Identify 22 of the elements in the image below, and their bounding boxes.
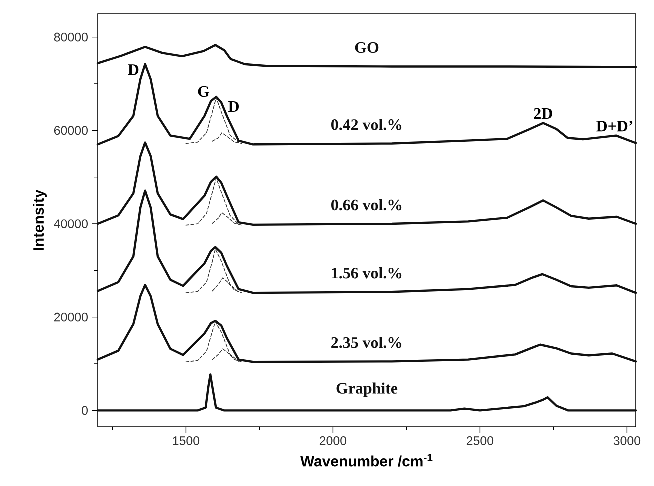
x-tick-label: 1500 xyxy=(173,436,200,446)
y-tick-label: 0 xyxy=(82,406,88,416)
annotation: 2D xyxy=(534,108,552,119)
series-label: 2.35 vol.% xyxy=(332,336,402,348)
series-label: 0.66 vol.% xyxy=(332,199,402,211)
series-label: 0.42 vol.% xyxy=(332,119,402,130)
y-tick-label: 40000 xyxy=(54,220,88,228)
series-label: GO xyxy=(355,42,379,54)
x-tick-label: 2000 xyxy=(320,436,347,446)
y-axis-title: Intensity xyxy=(33,190,47,250)
x-tick-label: 2500 xyxy=(466,436,494,446)
series-label: Graphite xyxy=(336,382,398,398)
annotation: D xyxy=(128,64,139,76)
x-tick-label: 3000 xyxy=(614,436,641,446)
annotation: D+D’ xyxy=(596,120,633,132)
x-axis-title: Wavenumber /cm$^{-1}$ xyxy=(300,454,433,467)
series-label: 1.56 vol.% xyxy=(332,267,402,279)
annotation: G xyxy=(198,86,210,98)
y-tick-label: 20000 xyxy=(54,312,88,322)
annotation: D xyxy=(228,102,239,112)
y-tick-label: 80000 xyxy=(54,32,88,42)
y-tick-label: 60000 xyxy=(54,126,88,136)
